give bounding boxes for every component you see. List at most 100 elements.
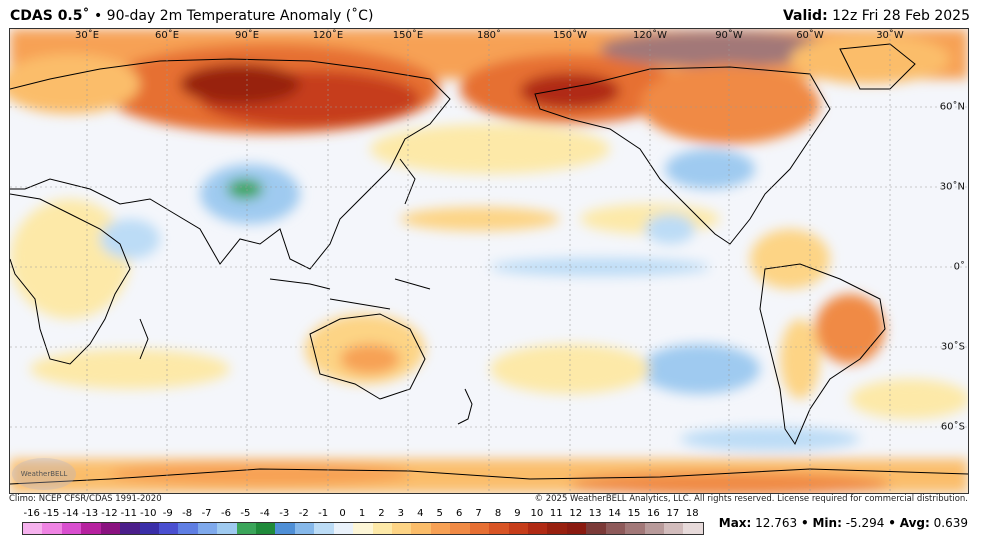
colorbar-tick-label: 16 [647,508,660,519]
colorbar-swatch [508,523,528,534]
lon-label-30w: 30˚W [876,30,904,41]
colorbar-tick-label: 9 [514,508,521,519]
lon-label-150e: 150˚E [392,30,424,41]
colorbar-tick-label: 14 [608,508,621,519]
colorbar-swatch [178,523,198,534]
colorbar-swatch [372,523,393,534]
lat-label-30n: 30˚N [939,181,965,193]
lon-label-90w: 90˚W [715,30,743,41]
map-canvas [10,29,968,493]
colorbar-tick-label: -5 [240,508,251,519]
anomaly-map: 30˚E 60˚E 90˚E 120˚E 150˚E 180˚ 150˚W 12… [9,28,969,494]
colorbar-tick-label: 8 [494,508,502,519]
colorbar-tick-label: -1 [318,508,329,519]
colorbar-tick-label: 6 [455,508,463,519]
lon-label-90e: 90˚E [234,30,260,41]
avg-label: Avg: [899,516,930,530]
colorbar-tick-label: -10 [140,508,157,519]
colorbar-tick-label: 4 [417,508,424,519]
colorbar-tick-label: 15 [627,508,641,519]
lon-label-60e: 60˚E [154,30,180,41]
copyright-notice: © 2025 WeatherBELL Analytics, LLC. All r… [534,494,968,504]
max-label: Max: [718,516,752,530]
colorbar-tick-label: -15 [42,508,60,519]
colorbar-tick-label: -14 [62,508,79,519]
model-name: CDAS 0.5˚ [10,8,90,24]
colorbar-swatch [605,523,626,534]
colorbar-swatch [100,523,121,534]
colorbar-swatch [158,523,179,534]
lon-label-120w: 120˚W [633,30,667,41]
colorbar-swatch [586,523,606,534]
colorbar-swatch [683,523,703,534]
min-label: Min: [812,516,842,530]
colorbar-swatch [23,523,43,534]
colorbar-tick-label: -9 [162,508,173,519]
coastlines [10,43,968,485]
colorbar-tick-label: 18 [685,508,699,519]
colorbar-tick-label: -3 [279,508,290,519]
colorbar-swatch [353,523,373,534]
lon-label-180: 180˚ [476,30,502,41]
colorbar-swatch [644,523,664,534]
colorbar-swatch [430,523,451,534]
colorbar-swatch [81,523,101,534]
colorbar-swatch [294,523,315,534]
colorbar-tick-label: 17 [666,508,680,519]
graticule [10,29,968,493]
colorbar-tick-label: 2 [378,508,385,519]
colorbar-tick-label: 10 [530,508,544,519]
colorbar-tick-label: -13 [81,508,99,519]
colorbar-swatch [469,523,490,534]
colorbar-swatch [527,523,548,534]
weatherbell-logo: WeatherBELL [12,458,76,490]
colorbar-ticks: -16 -15 -14 -13 -12 -11 -10 -9 -8 -7 -6 -5 -4 -3 -2 -1 0… [22,508,702,522]
lon-label-120e: 120˚E [312,30,344,41]
colorbar-tick-label: 11 [549,508,563,519]
min-value: -5.294 [845,516,885,530]
colorbar-tick-label: 3 [397,508,405,519]
field-stats: Max: 12.763 • Min: -5.294 • Avg: 0.639 [719,516,968,530]
colorbar-swatch [625,523,645,534]
map-title: CDAS 0.5˚ • 90-day 2m Temperature Anomal… [10,8,373,24]
colorbar-swatch [61,523,82,534]
product-name: 90-day 2m Temperature Anomaly (˚C) [106,8,374,24]
colorbar-swatch [120,523,140,534]
colorbar-swatch [314,523,334,534]
colorbar-tick-label: 1 [358,508,366,519]
colorbar-swatch [217,523,237,534]
lon-label-60w: 60˚W [796,30,824,41]
colorbar-swatch [256,523,276,534]
lat-label-0: 0˚ [953,261,965,273]
max-value: 12.763 [755,516,798,530]
colorbar-tick-label: 13 [588,508,602,519]
colorbar-swatch [197,523,218,534]
colorbar-tick-label: -7 [201,508,212,519]
colorbar-swatch [333,523,354,534]
colorbar: -16 -15 -14 -13 -12 -11 -10 -9 -8 -7 -6 -5 -4 -3 -2 -1 0… [22,508,704,538]
colorbar-tick-label: -2 [298,508,309,519]
colorbar-swatch [275,523,295,534]
valid-time-value: 12z Fri 28 Feb 2025 [832,8,970,24]
colorbar-tick-label: -12 [101,508,118,519]
colorbar-tick-label: -8 [182,508,193,519]
valid-time: Valid: 12z Fri 28 Feb 2025 [783,8,970,24]
colorbar-swatch [42,523,62,534]
colorbar-tick-label: -6 [221,508,231,519]
lon-label-30e: 30˚E [74,30,100,41]
colorbar-swatch [547,523,567,534]
lat-label-60s: 60˚S [940,421,965,433]
valid-label: Valid: [782,8,828,24]
colorbar-swatches [22,522,704,535]
colorbar-swatch [411,523,431,534]
lat-label-60n: 60˚N [939,101,965,113]
colorbar-swatch [663,523,684,534]
colorbar-swatch [392,523,412,534]
colorbar-swatch [139,523,159,534]
climo-credit: Climo: NCEP CFSR/CDAS 1991-2020 [9,494,162,504]
stats-sep-1: • [800,516,809,530]
lon-label-150w: 150˚W [553,30,587,41]
colorbar-swatch [566,523,587,534]
colorbar-tick-label: 0 [339,508,346,519]
colorbar-swatch [236,523,257,534]
